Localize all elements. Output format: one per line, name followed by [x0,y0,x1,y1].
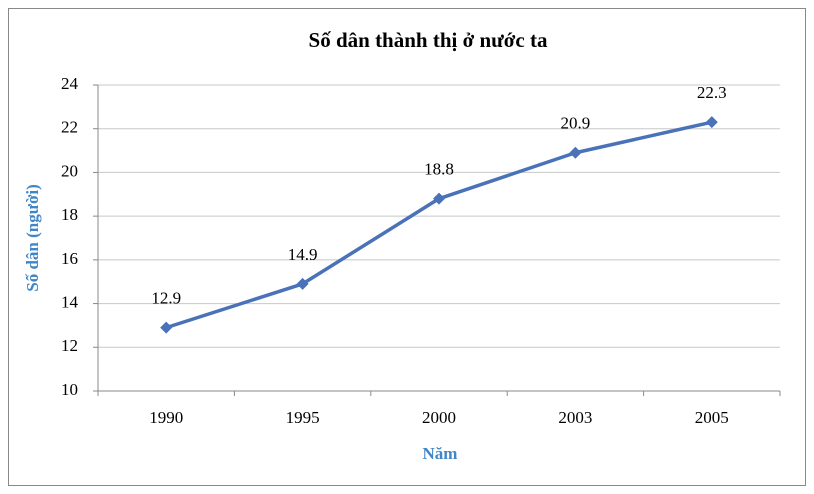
data-marker [296,277,309,290]
chart-title: Số dân thành thị ở nước ta [309,28,548,52]
y-axis-label: Số dân (người) [23,184,42,291]
data-label: 22.3 [697,83,727,102]
x-tick-label: 2000 [422,408,456,427]
chart-border [8,8,806,486]
y-tick-label: 16 [61,249,78,268]
data-label: 18.8 [424,160,454,179]
x-tick-label: 2003 [558,408,592,427]
y-tick-label: 18 [61,205,78,224]
y-tick-label: 20 [61,161,78,180]
x-tick-label: 1995 [286,408,320,427]
data-marker [160,321,173,334]
y-tick-label: 22 [61,118,78,137]
y-tick-label: 10 [61,380,78,399]
data-label: 20.9 [561,114,591,133]
x-axis-label: Năm [423,444,458,463]
x-tick-label: 2005 [695,408,729,427]
x-tick-label: 1990 [149,408,183,427]
y-tick-label: 24 [61,74,79,93]
data-label: 12.9 [151,289,181,308]
data-marker [569,146,582,159]
data-marker [705,116,718,129]
y-tick-label: 12 [61,336,78,355]
data-marker [433,192,445,205]
y-tick-label: 14 [61,292,79,311]
data-label: 14.9 [288,245,318,264]
